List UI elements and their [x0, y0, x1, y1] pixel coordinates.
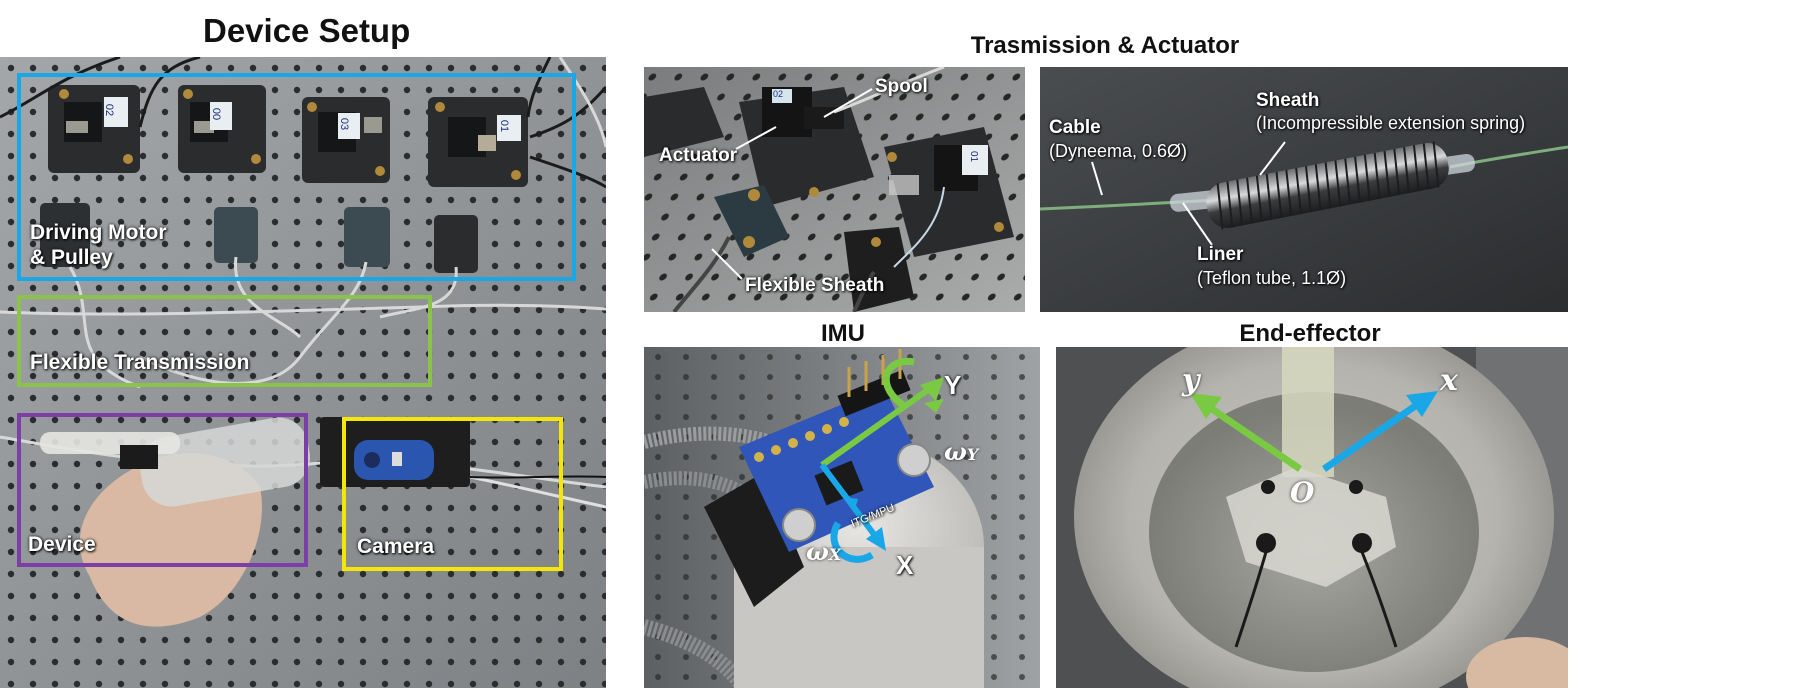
imu-omega-x-label: ωX: [806, 537, 841, 566]
device-label: Device: [28, 533, 96, 556]
end-effector-heading: End-effector: [1239, 320, 1381, 347]
end-effector-axis-x-label: x: [1440, 363, 1458, 398]
imu-omega-y-label: ωY: [944, 437, 978, 466]
end-effector-photo: [1056, 347, 1568, 688]
camera-label: Camera: [357, 535, 435, 558]
camera-box: [342, 417, 563, 571]
actuator-tag-2: 01: [968, 150, 980, 163]
omega-x-subscript: X: [828, 545, 842, 564]
end-effector-axis-y-label: y: [1182, 363, 1200, 398]
imu-axis-y-label: Y: [944, 370, 962, 400]
device-box: [17, 413, 308, 567]
imu-photo: [644, 347, 1040, 688]
end-effector-origin-label: O: [1290, 476, 1315, 509]
liner-label: Liner: [1197, 244, 1244, 265]
flexible-sheath-label: Flexible Sheath: [745, 275, 885, 296]
pulley-label: & Pulley: [30, 246, 113, 269]
flexible-transmission-box: [17, 295, 432, 387]
omega-x-symbol: ω: [806, 537, 829, 566]
actuator-label: Actuator: [659, 145, 738, 166]
omega-y-subscript: Y: [966, 445, 979, 464]
omega-y-symbol: ω: [944, 437, 967, 466]
sheath-label: Sheath: [1256, 90, 1320, 111]
imu-heading: IMU: [821, 320, 865, 347]
transmission-heading: Trasmission & Actuator: [970, 32, 1240, 59]
driving-motor-box: [17, 73, 576, 281]
cable-label: Cable: [1049, 117, 1101, 138]
sheath-detail: (Incompressible extension spring): [1256, 113, 1526, 133]
actuator-tag-1: 02: [773, 89, 784, 99]
imu-axis-x-label: X: [896, 550, 914, 580]
actuator-photo: [644, 67, 1025, 312]
liner-detail: (Teflon tube, 1.1Ø): [1197, 268, 1347, 288]
cable-photo: [1040, 67, 1568, 312]
flexible-transmission-label: Flexible Transmission: [30, 351, 250, 374]
cable-detail: (Dyneema, 0.6Ø): [1049, 141, 1188, 161]
driving-motor-label: Driving Motor: [30, 221, 167, 244]
spool-label: Spool: [875, 76, 928, 97]
device-setup-heading: Device Setup: [203, 12, 411, 49]
device-setup-photo: [0, 57, 606, 688]
